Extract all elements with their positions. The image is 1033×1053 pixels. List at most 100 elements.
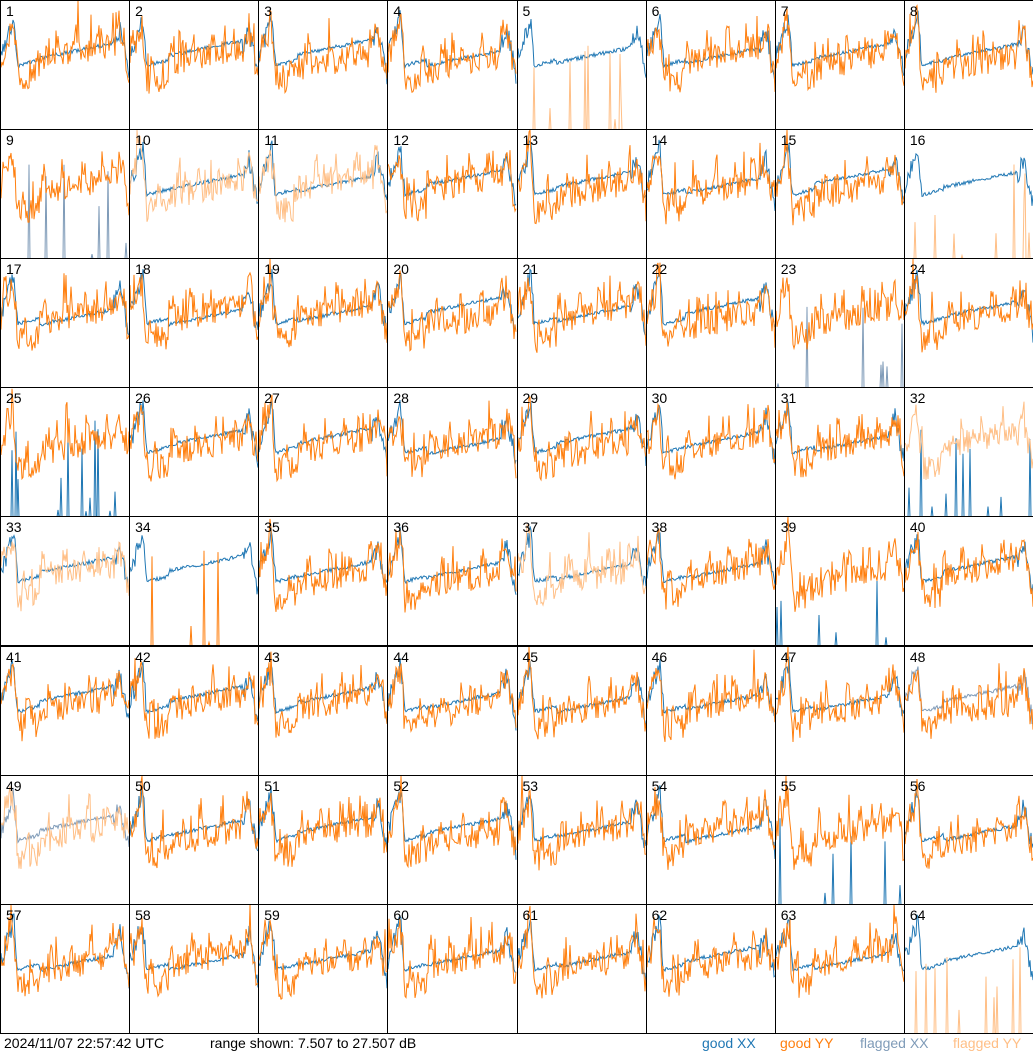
panel-number: 41 xyxy=(6,648,22,665)
panel-number: 61 xyxy=(522,906,539,923)
panel-plot xyxy=(259,785,388,867)
panel-plot xyxy=(517,646,646,739)
good-xx-line xyxy=(130,785,259,851)
panel-number: 10 xyxy=(135,132,151,149)
good-xx-line xyxy=(517,660,646,728)
panel-47: 47 xyxy=(774,645,905,776)
good-yy-line xyxy=(388,916,517,999)
good-yy-line xyxy=(130,13,259,94)
panel-plot xyxy=(1,1,130,90)
good-yy-line xyxy=(388,775,517,868)
panel-plot xyxy=(517,130,646,225)
panel-9: 9 xyxy=(0,129,131,260)
panel-plot xyxy=(130,400,259,482)
good-xx-line xyxy=(517,526,646,588)
panel-31: 31 xyxy=(774,387,905,518)
panel-number: 3 xyxy=(264,3,273,19)
panel-38: 38 xyxy=(645,516,776,647)
panel-58: 58 xyxy=(129,903,260,1034)
panel-number: 54 xyxy=(651,777,668,794)
panel-plot xyxy=(259,9,388,94)
panel-plot xyxy=(388,146,517,222)
panel-plot xyxy=(388,270,517,352)
panel-22: 22 xyxy=(645,258,776,389)
panel-40: 40 xyxy=(903,516,1033,647)
panel-number: 19 xyxy=(264,261,280,278)
good-xx-line xyxy=(775,656,904,716)
panel-number: 51 xyxy=(264,777,280,794)
good-xx-line xyxy=(904,153,1033,206)
good-xx-line xyxy=(259,15,388,85)
panel-plot xyxy=(1,659,130,741)
panel-61: 61 xyxy=(516,903,647,1034)
panel-number: 63 xyxy=(780,906,797,923)
good-yy-line xyxy=(646,916,775,997)
panel-plot xyxy=(517,396,646,482)
good-xx-line xyxy=(259,269,388,337)
panel-number: 42 xyxy=(135,648,151,665)
panel-number: 31 xyxy=(780,390,797,407)
panel-plot xyxy=(1,904,130,996)
good-yy-line xyxy=(775,904,904,998)
good-yy-line xyxy=(646,649,775,742)
good-xx-line xyxy=(646,530,775,586)
flagged-xx-line xyxy=(1,787,130,847)
good-yy-line xyxy=(130,271,259,350)
good-xx-line xyxy=(388,146,517,207)
panel-plot xyxy=(775,646,904,742)
panel-8: 8 xyxy=(903,0,1033,131)
good-yy-line xyxy=(517,905,646,999)
panel-11: 11 xyxy=(258,129,389,260)
good-yy-line xyxy=(517,275,646,354)
panel-29: 29 xyxy=(516,387,647,518)
panel-plot xyxy=(646,649,775,742)
good-yy-line xyxy=(259,395,388,483)
panel-15: 15 xyxy=(774,129,905,260)
panel-60: 60 xyxy=(387,903,518,1034)
panel-35: 35 xyxy=(258,516,389,647)
good-xx-line xyxy=(388,400,517,465)
panel-37: 37 xyxy=(516,516,647,647)
panel-plot xyxy=(388,10,517,93)
panel-plot xyxy=(904,532,1033,609)
panel-number: 44 xyxy=(393,648,409,665)
panel-6: 6 xyxy=(645,0,776,131)
panel-16: 16 xyxy=(903,129,1033,260)
good-xx-line xyxy=(517,139,646,200)
good-xx-line xyxy=(646,784,775,859)
panel-plot xyxy=(646,262,775,348)
panel-plot xyxy=(904,914,1033,1033)
panel-32: 32 xyxy=(903,387,1033,518)
panel-plot xyxy=(904,259,1033,353)
panel-number: 13 xyxy=(522,132,539,149)
good-xx-line xyxy=(1,19,130,78)
good-xx-line xyxy=(388,273,517,331)
panel-48: 48 xyxy=(903,645,1033,776)
panel-number: 62 xyxy=(651,906,668,923)
panel-number: 34 xyxy=(135,519,151,536)
panel-number: 48 xyxy=(909,648,926,665)
good-yy-line xyxy=(388,13,517,93)
good-xx-line xyxy=(388,791,517,860)
good-xx-line xyxy=(130,400,259,468)
panel-plot xyxy=(904,153,1033,259)
panel-plot xyxy=(904,401,1033,517)
panel-26: 26 xyxy=(129,387,260,518)
panel-24: 24 xyxy=(903,258,1033,389)
panel-plot xyxy=(388,915,517,999)
panel-plot xyxy=(775,904,904,998)
panel-number: 40 xyxy=(909,519,926,536)
panel-44: 44 xyxy=(387,645,518,776)
panel-plot xyxy=(775,401,904,478)
panel-number: 59 xyxy=(264,906,280,923)
panel-55: 55 xyxy=(774,774,905,905)
panel-number: 45 xyxy=(522,648,539,665)
good-yy-line xyxy=(388,400,517,479)
panel-number: 55 xyxy=(780,777,797,794)
good-yy-line xyxy=(775,130,904,226)
panel-45: 45 xyxy=(516,645,647,776)
good-yy-line xyxy=(775,517,904,613)
panel-number: 29 xyxy=(522,390,539,407)
good-yy-line xyxy=(130,657,259,739)
